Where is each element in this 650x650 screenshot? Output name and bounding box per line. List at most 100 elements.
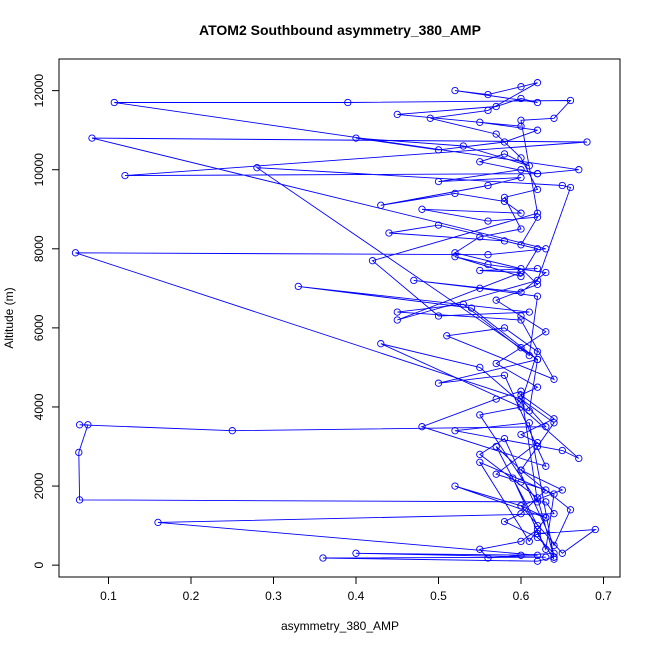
data-point xyxy=(443,332,451,340)
data-point xyxy=(517,344,525,352)
chart-title: ATOM2 Southbound asymmetry_380_AMP xyxy=(199,22,481,38)
data-point xyxy=(451,189,459,198)
x-axis: 0.1 0.2 0.3 0.4 0.5 0.6 0.7 xyxy=(100,576,612,603)
y-tick-label: 0 xyxy=(32,561,46,568)
data-point xyxy=(517,272,525,281)
data-point xyxy=(566,183,575,192)
data-point xyxy=(542,486,550,494)
data-point xyxy=(484,90,492,99)
data-point xyxy=(558,181,566,190)
data-point xyxy=(410,276,418,285)
x-tick-label: 0.7 xyxy=(595,589,612,603)
data-point xyxy=(393,110,401,119)
data-point xyxy=(344,98,352,107)
x-tick-label: 0.4 xyxy=(348,589,365,603)
data-point xyxy=(492,470,500,478)
data-point xyxy=(385,229,393,237)
data-point xyxy=(550,553,558,561)
data-point xyxy=(533,525,542,534)
data-point xyxy=(484,217,492,225)
data-point xyxy=(517,316,525,324)
data-point xyxy=(476,545,484,553)
y-tick-label: 2000 xyxy=(32,472,46,499)
data-point xyxy=(550,114,558,122)
data-point xyxy=(517,537,525,546)
x-tick-label: 0.2 xyxy=(183,589,200,603)
data-point xyxy=(542,462,550,470)
data-point xyxy=(75,448,83,457)
data-point xyxy=(517,122,525,130)
data-point xyxy=(484,260,492,269)
x-tick-label: 0.3 xyxy=(265,589,282,603)
data-point xyxy=(492,395,500,403)
data-point xyxy=(533,276,542,285)
data-point xyxy=(451,253,459,261)
data-point xyxy=(533,185,542,194)
data-point xyxy=(517,510,525,518)
data-point xyxy=(476,450,484,459)
data-point xyxy=(500,371,509,379)
data-point xyxy=(154,518,162,527)
data-point xyxy=(467,304,476,312)
data-point xyxy=(550,419,558,427)
data-point xyxy=(533,521,542,530)
data-point xyxy=(434,312,443,320)
data-point xyxy=(550,510,558,518)
data-point xyxy=(533,442,542,451)
data-point xyxy=(84,421,92,429)
data-point xyxy=(500,150,509,158)
data-point xyxy=(484,251,492,259)
data-point xyxy=(550,549,558,557)
data-point xyxy=(542,423,550,431)
data-point xyxy=(533,494,542,502)
data-point xyxy=(533,557,542,565)
data-point xyxy=(517,403,525,411)
data-point xyxy=(517,173,525,182)
data-point xyxy=(517,94,525,103)
data-point xyxy=(75,421,84,429)
data-point xyxy=(517,241,525,249)
data-point xyxy=(71,249,80,257)
y-tick-label: 10000 xyxy=(32,153,46,187)
data-point xyxy=(476,233,484,241)
data-point xyxy=(558,446,566,455)
data-point xyxy=(509,474,517,482)
data-point xyxy=(517,466,525,474)
data-point xyxy=(542,498,550,506)
data-point xyxy=(393,308,401,316)
data-point xyxy=(476,458,484,466)
data-point xyxy=(550,415,558,423)
data-point xyxy=(492,130,500,138)
data-point xyxy=(550,375,558,383)
data-point xyxy=(88,134,96,142)
data-point xyxy=(500,324,509,332)
x-tick-label: 0.5 xyxy=(430,589,447,603)
data-point xyxy=(558,486,566,494)
y-tick-label: 6000 xyxy=(32,314,46,341)
data-point xyxy=(583,138,591,146)
x-axis-label: asymmetry_380_AMP xyxy=(281,619,399,633)
data-point xyxy=(533,280,542,289)
data-point xyxy=(542,268,550,277)
y-axis: 0 2000 4000 6000 8000 10000 12000 xyxy=(32,74,60,568)
data-point xyxy=(566,506,575,514)
x-tick-label: 0.1 xyxy=(100,589,117,603)
data-point xyxy=(75,496,84,504)
data-point xyxy=(476,118,484,126)
data-point xyxy=(110,98,118,107)
data-point xyxy=(542,553,550,561)
data-point xyxy=(500,138,509,146)
data-point xyxy=(517,268,525,277)
data-point xyxy=(492,296,500,304)
data-point xyxy=(418,205,426,213)
data-point xyxy=(575,454,583,463)
y-tick-label: 8000 xyxy=(32,235,46,262)
data-point xyxy=(550,490,558,498)
data-point xyxy=(476,411,484,419)
data-point xyxy=(550,541,558,550)
data-point xyxy=(434,379,443,387)
data-point xyxy=(542,545,550,553)
data-point xyxy=(533,98,542,107)
data-point xyxy=(517,387,525,395)
